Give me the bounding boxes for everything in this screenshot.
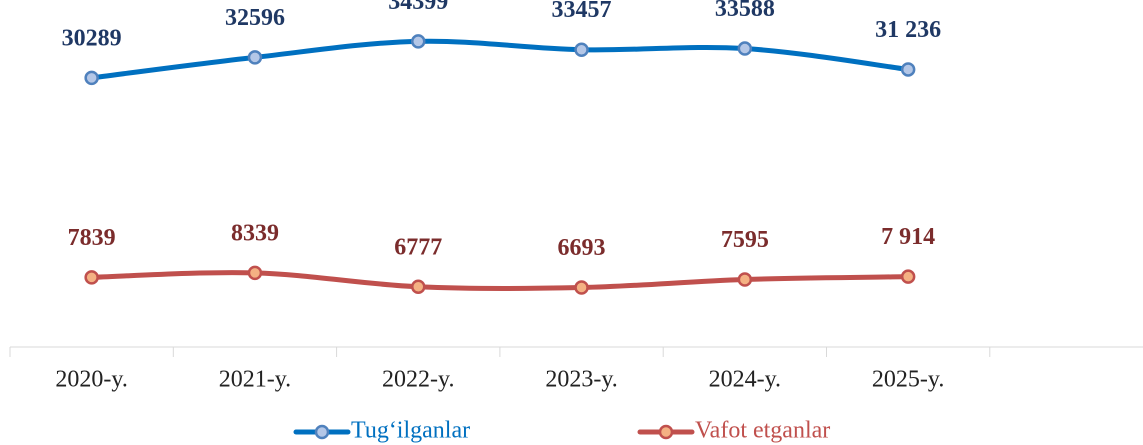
x-tick-label: 2020-y. [55, 367, 127, 393]
marker [574, 42, 589, 57]
data-label: 32596 [225, 5, 285, 31]
marker [84, 270, 99, 285]
marker [574, 280, 589, 295]
data-label: 30289 [62, 25, 122, 51]
x-tick-label: 2024-y. [709, 367, 781, 393]
data-label: 33457 [552, 0, 612, 23]
marker [411, 279, 426, 295]
legend-marker [658, 424, 674, 440]
series-line [89, 270, 911, 292]
marker [737, 272, 753, 287]
legend-label: Tug‘ilganlar [351, 418, 470, 444]
data-label: 6693 [558, 235, 606, 261]
marker [900, 62, 916, 77]
data-label: 8339 [231, 220, 279, 246]
data-label: 7595 [721, 227, 769, 253]
data-label: 31 236 [875, 17, 941, 43]
marker [247, 50, 263, 65]
data-label: 33588 [715, 0, 775, 22]
data-label: 7839 [68, 225, 116, 251]
x-tick-label: 2025-y. [872, 367, 944, 393]
marker [84, 70, 99, 86]
marker [247, 265, 263, 281]
marker [900, 269, 916, 284]
series-line [89, 38, 911, 81]
data-label: 34399 [388, 0, 448, 15]
x-tick-label: 2022-y. [382, 367, 454, 393]
x-tick-label: 2021-y. [219, 367, 291, 393]
legend-label: Vafot etganlar [695, 418, 830, 444]
data-label: 6777 [394, 234, 442, 260]
data-label: 7 914 [881, 224, 935, 250]
x-tick-label: 2023-y. [545, 367, 617, 393]
legend-marker [314, 424, 330, 440]
marker [737, 41, 753, 56]
marker [411, 34, 426, 49]
